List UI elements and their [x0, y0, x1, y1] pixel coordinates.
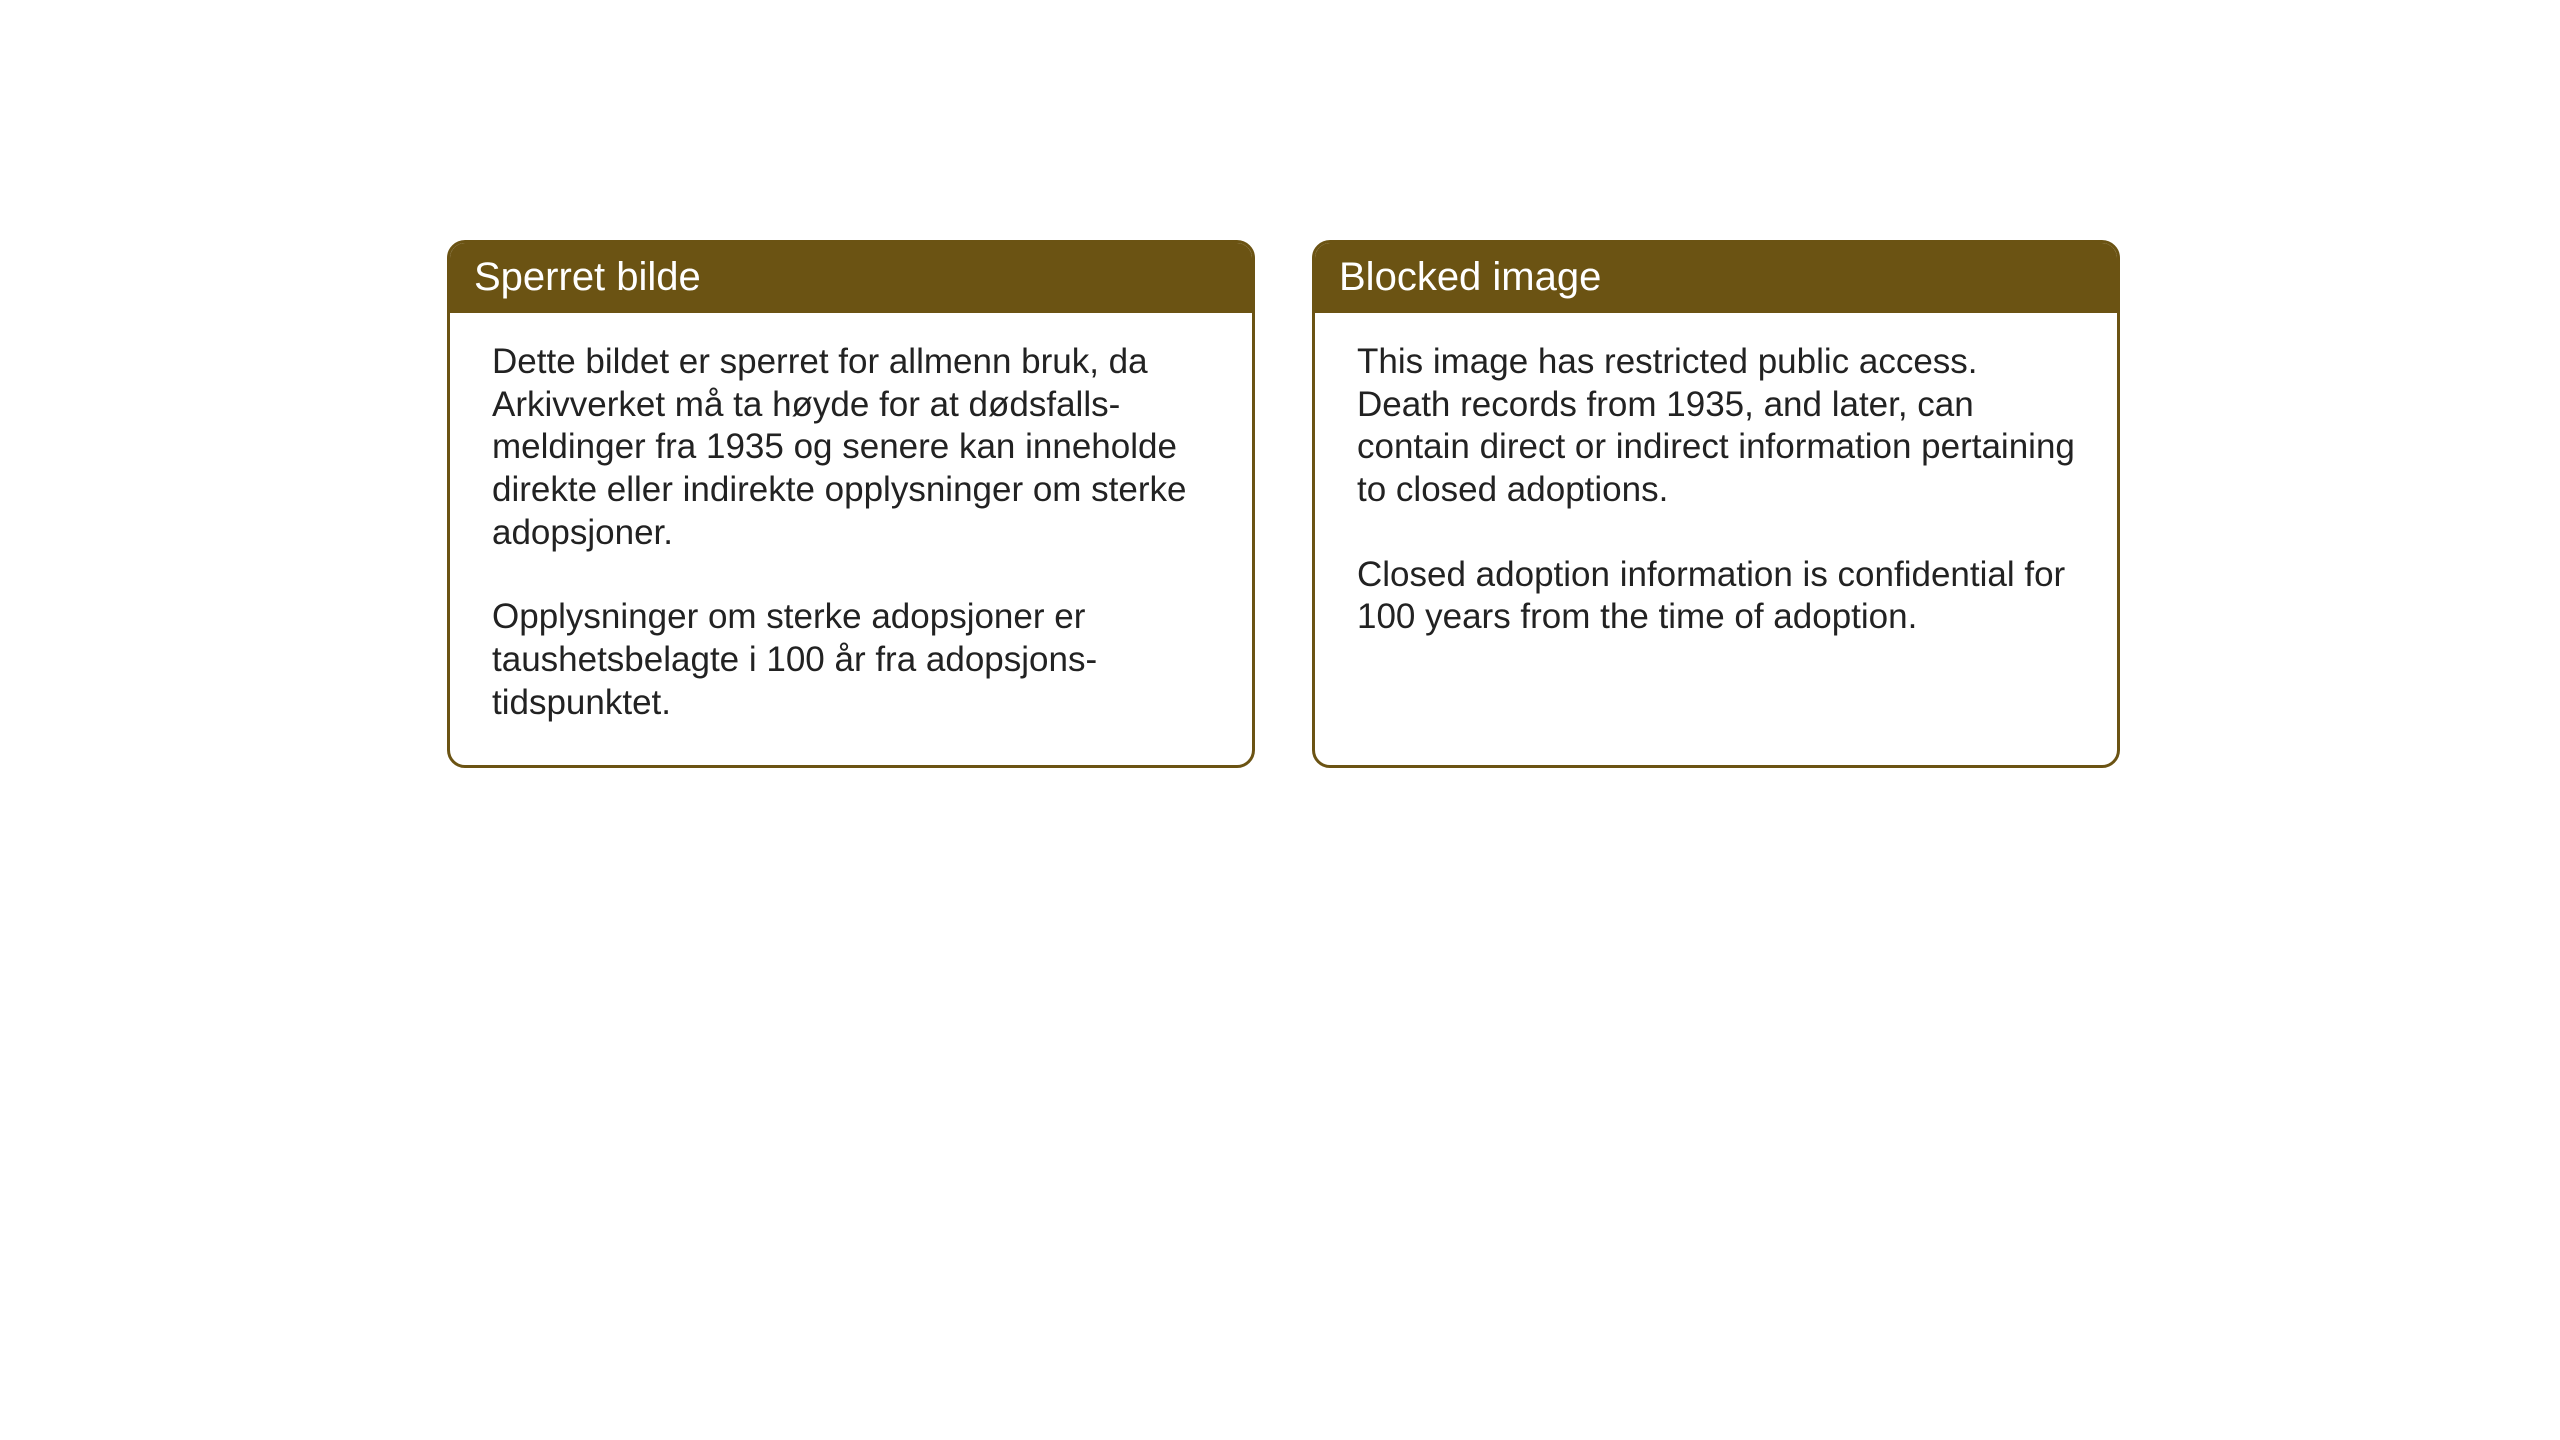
card-paragraph-norwegian-2: Opplysninger om sterke adopsjoner er tau…	[492, 596, 1210, 724]
card-paragraph-english-1: This image has restricted public access.…	[1357, 341, 2075, 512]
card-paragraph-english-2: Closed adoption information is confident…	[1357, 554, 2075, 639]
card-paragraph-norwegian-1: Dette bildet er sperret for allmenn bruk…	[492, 341, 1210, 554]
notice-cards-container: Sperret bilde Dette bildet er sperret fo…	[447, 240, 2120, 768]
card-header-english: Blocked image	[1315, 243, 2117, 313]
notice-card-norwegian: Sperret bilde Dette bildet er sperret fo…	[447, 240, 1255, 768]
notice-card-english: Blocked image This image has restricted …	[1312, 240, 2120, 768]
card-header-norwegian: Sperret bilde	[450, 243, 1252, 313]
card-body-norwegian: Dette bildet er sperret for allmenn bruk…	[450, 313, 1252, 765]
card-title-norwegian: Sperret bilde	[474, 255, 701, 299]
card-body-english: This image has restricted public access.…	[1315, 313, 2117, 679]
card-title-english: Blocked image	[1339, 255, 1601, 299]
